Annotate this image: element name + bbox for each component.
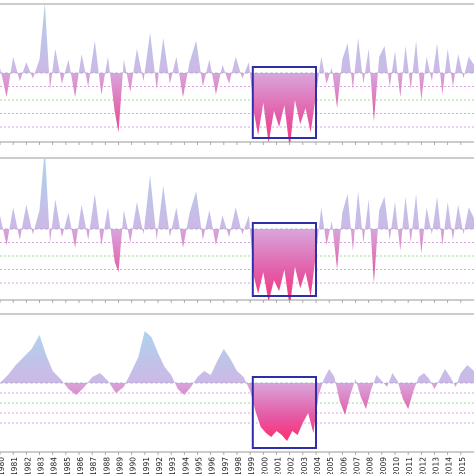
x-tick-label: 1995 bbox=[195, 457, 204, 474]
chart-panel-1 bbox=[0, 2, 474, 149]
highlight-box bbox=[251, 376, 318, 449]
data-point bbox=[289, 148, 290, 149]
x-tick-label: 1991 bbox=[142, 457, 151, 474]
series-area-positive bbox=[0, 158, 474, 229]
x-tick-label: 2001 bbox=[274, 457, 283, 474]
x-tick-label: 1988 bbox=[102, 457, 111, 474]
series-area-negative bbox=[0, 229, 474, 300]
x-tick-label: 1997 bbox=[221, 457, 230, 474]
chart-panel-3 bbox=[0, 313, 474, 455]
x-tick-label: 1981 bbox=[10, 457, 19, 474]
x-tick-label: 1983 bbox=[37, 457, 46, 474]
series-area-positive bbox=[0, 4, 474, 73]
x-tick-label: 2007 bbox=[353, 457, 362, 474]
series-area-positive bbox=[0, 331, 474, 383]
x-tick-label: 2015 bbox=[458, 457, 467, 474]
data-point bbox=[268, 301, 269, 302]
data-point bbox=[268, 143, 269, 144]
data-point bbox=[44, 147, 45, 148]
x-tick-label: 2013 bbox=[432, 457, 441, 474]
x-tick-label: 1996 bbox=[208, 457, 217, 474]
x-tick-label: 1987 bbox=[89, 457, 98, 474]
x-tick-label: 1980 bbox=[0, 457, 6, 474]
x-tick-label: 1999 bbox=[247, 457, 256, 474]
x-axis: 1980 1981 1982 1983 1984 1985 1986 1987 1988 1989… bbox=[0, 457, 467, 474]
x-tick-label: 2011 bbox=[405, 457, 414, 474]
x-tick-label: 2014 bbox=[445, 457, 454, 474]
x-tick-label: 2012 bbox=[418, 457, 427, 474]
x-tick-label: 2004 bbox=[313, 457, 322, 474]
highlight-box bbox=[251, 222, 318, 297]
highlight-box bbox=[251, 66, 318, 139]
series-area-negative bbox=[0, 383, 474, 441]
x-tick-label: 1986 bbox=[76, 457, 85, 474]
data-point bbox=[44, 2, 45, 3]
x-tick-label: 2005 bbox=[326, 457, 335, 474]
x-tick-label: 2008 bbox=[366, 457, 375, 474]
x-tick-label: 2003 bbox=[300, 457, 309, 474]
x-tick-label: 1998 bbox=[234, 457, 243, 474]
x-tick-label: 1994 bbox=[181, 457, 190, 474]
x-tick-label: 1985 bbox=[63, 457, 72, 474]
data-point bbox=[289, 307, 290, 308]
x-tick-label: 2009 bbox=[379, 457, 388, 474]
x-tick-label: 2010 bbox=[392, 457, 401, 474]
x-tick-label: 1990 bbox=[129, 457, 138, 474]
chart-panels bbox=[0, 2, 474, 455]
x-tick-label: 1992 bbox=[155, 457, 164, 474]
x-tick-label: 1984 bbox=[50, 457, 59, 474]
chart-panel-2 bbox=[0, 147, 474, 308]
x-tick-label: 1989 bbox=[116, 457, 125, 474]
x-tick-label: 1993 bbox=[168, 457, 177, 474]
x-tick-label: 1982 bbox=[23, 457, 32, 474]
x-tick-label: 2002 bbox=[287, 457, 296, 474]
x-tick-label: 2006 bbox=[339, 457, 348, 474]
series-area-negative bbox=[0, 73, 474, 142]
x-tick-label: 2000 bbox=[260, 457, 269, 474]
